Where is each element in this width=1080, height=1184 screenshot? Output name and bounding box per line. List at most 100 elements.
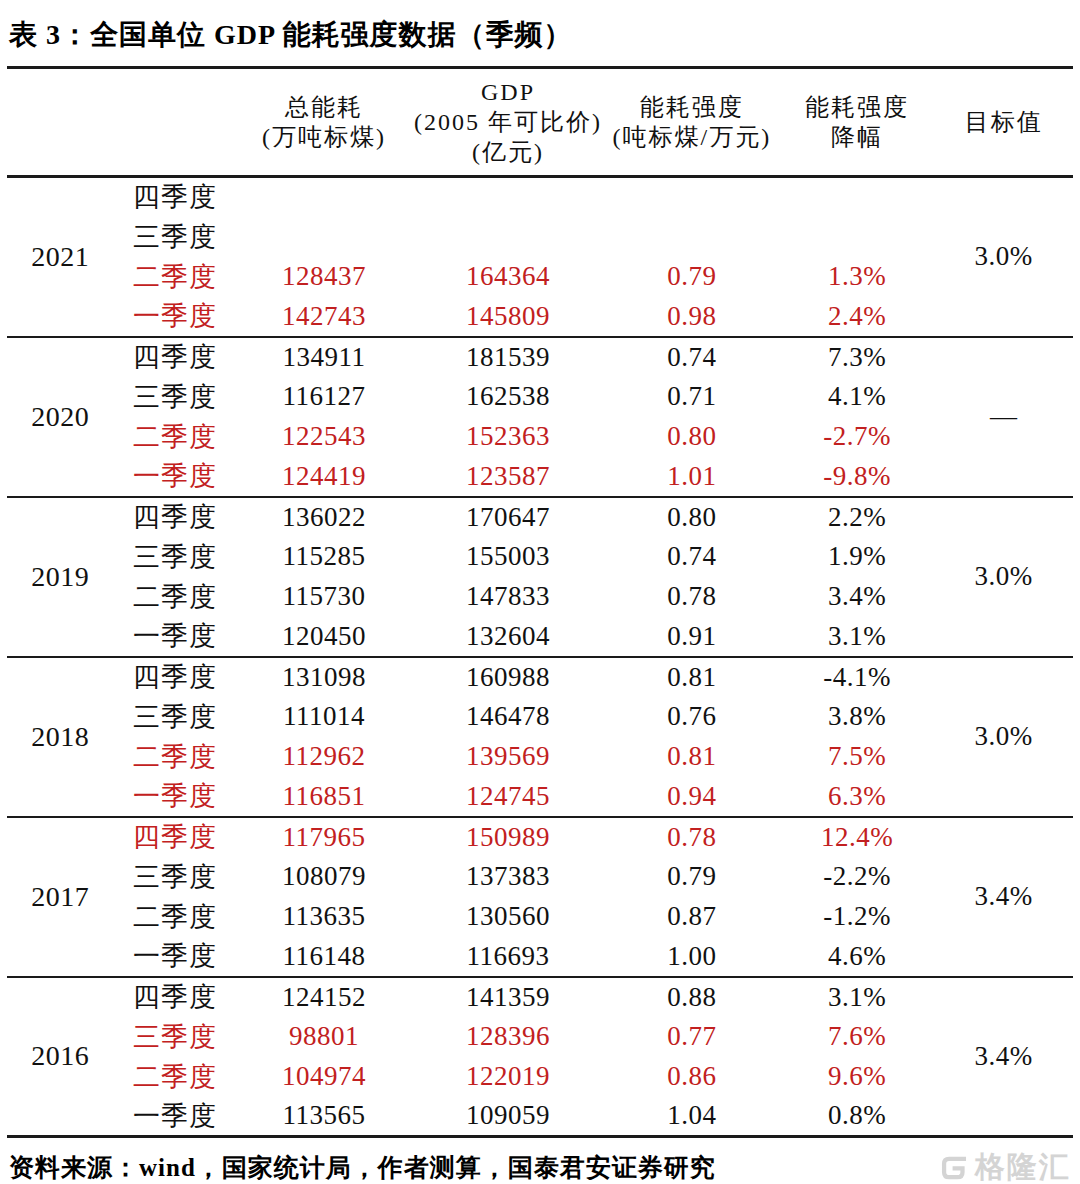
gdp-value: 139569 xyxy=(412,737,604,777)
intensity-value: 0.87 xyxy=(604,897,780,937)
energy-value: 120450 xyxy=(236,617,412,657)
target-value: — xyxy=(934,337,1073,497)
gdp-value: 155003 xyxy=(412,537,604,577)
table-row: 二季度1136351305600.87-1.2% xyxy=(7,897,1073,937)
col-header-line: 目标值 xyxy=(934,107,1073,137)
intensity-value: 1.04 xyxy=(604,1097,780,1137)
energy-value: 113565 xyxy=(236,1097,412,1137)
intensity-value: 0.74 xyxy=(604,537,780,577)
col-header-year xyxy=(7,68,114,177)
gdp-value: 123587 xyxy=(412,457,604,497)
table-row: 2020四季度1349111815390.747.3%— xyxy=(7,337,1073,377)
energy-value: 108079 xyxy=(236,857,412,897)
quarter-value: 三季度 xyxy=(114,217,237,257)
intensity-value: 1.00 xyxy=(604,937,780,977)
col-header-line: (亿元) xyxy=(412,137,604,167)
col-header-line: (吨标煤/万元) xyxy=(604,122,780,152)
decline-value: 9.6% xyxy=(780,1057,935,1097)
table-row: 三季度1152851550030.741.9% xyxy=(7,537,1073,577)
energy-value xyxy=(236,217,412,257)
energy-value: 116127 xyxy=(236,377,412,417)
energy-value: 115285 xyxy=(236,537,412,577)
quarter-value: 一季度 xyxy=(114,1097,237,1137)
col-header-total-energy: 总能耗(万吨标煤) xyxy=(236,68,412,177)
energy-value: 113635 xyxy=(236,897,412,937)
gdp-value: 132604 xyxy=(412,617,604,657)
energy-value: 128437 xyxy=(236,257,412,297)
gdp-value: 141359 xyxy=(412,977,604,1017)
intensity-value: 0.98 xyxy=(604,297,780,337)
energy-value: 111014 xyxy=(236,697,412,737)
table-row: 2019四季度1360221706470.802.2%3.0% xyxy=(7,497,1073,537)
table-row: 三季度1161271625380.714.1% xyxy=(7,377,1073,417)
quarter-value: 二季度 xyxy=(114,897,237,937)
energy-value: 98801 xyxy=(236,1017,412,1057)
quarter-value: 三季度 xyxy=(114,1017,237,1057)
gdp-value xyxy=(412,177,604,217)
year-section-2017: 2017四季度1179651509890.7812.4%3.4%三季度10807… xyxy=(7,817,1073,977)
col-header-line: 降幅 xyxy=(780,122,935,152)
year-label: 2021 xyxy=(7,177,114,337)
decline-value: 7.3% xyxy=(780,337,935,377)
table-row: 一季度1135651090591.040.8% xyxy=(7,1097,1073,1137)
quarter-value: 一季度 xyxy=(114,297,237,337)
target-value: 3.4% xyxy=(934,817,1073,977)
intensity-value: 0.79 xyxy=(604,857,780,897)
intensity-value: 0.76 xyxy=(604,697,780,737)
intensity-value xyxy=(604,177,780,217)
energy-value: 116851 xyxy=(236,777,412,817)
decline-value xyxy=(780,217,935,257)
intensity-value: 0.74 xyxy=(604,337,780,377)
gdp-value: 162538 xyxy=(412,377,604,417)
quarter-value: 四季度 xyxy=(114,817,237,857)
decline-value: 2.4% xyxy=(780,297,935,337)
intensity-value: 0.80 xyxy=(604,497,780,537)
decline-value: 4.6% xyxy=(780,937,935,977)
gdp-value: 164364 xyxy=(412,257,604,297)
decline-value: -2.7% xyxy=(780,417,935,457)
quarter-value: 一季度 xyxy=(114,457,237,497)
quarter-value: 三季度 xyxy=(114,537,237,577)
gelonghui-logo-text: 格隆汇 xyxy=(975,1147,1071,1184)
gdp-value: 170647 xyxy=(412,497,604,537)
decline-value: 7.6% xyxy=(780,1017,935,1057)
table-row: 二季度1157301478330.783.4% xyxy=(7,577,1073,617)
year-section-2016: 2016四季度1241521413590.883.1%3.4%三季度988011… xyxy=(7,977,1073,1137)
table-header-row: 总能耗(万吨标煤)GDP(2005 年可比价)(亿元)能耗强度(吨标煤/万元)能… xyxy=(7,68,1073,177)
decline-value: -9.8% xyxy=(780,457,935,497)
quarter-value: 二季度 xyxy=(114,737,237,777)
intensity-value: 0.88 xyxy=(604,977,780,1017)
col-header-intensity-decline: 能耗强度降幅 xyxy=(780,68,935,177)
energy-value: 142743 xyxy=(236,297,412,337)
energy-value: 124419 xyxy=(236,457,412,497)
decline-value: -4.1% xyxy=(780,657,935,697)
year-section-2021: 2021四季度3.0%三季度二季度1284371643640.791.3%一季度… xyxy=(7,177,1073,337)
energy-value: 116148 xyxy=(236,937,412,977)
quarter-value: 四季度 xyxy=(114,497,237,537)
energy-value: 104974 xyxy=(236,1057,412,1097)
col-header-line: 总能耗 xyxy=(236,92,412,122)
energy-value: 131098 xyxy=(236,657,412,697)
col-header-line: 能耗强度 xyxy=(780,92,935,122)
gdp-value: 130560 xyxy=(412,897,604,937)
intensity-value: 0.79 xyxy=(604,257,780,297)
target-value: 3.0% xyxy=(934,657,1073,817)
intensity-value: 0.94 xyxy=(604,777,780,817)
energy-value: 117965 xyxy=(236,817,412,857)
energy-value: 122543 xyxy=(236,417,412,457)
quarter-value: 四季度 xyxy=(114,657,237,697)
data-source-note: 资料来源：wind，国家统计局，作者测算，国泰君安证券研究 xyxy=(9,1151,716,1184)
gdp-value: 116693 xyxy=(412,937,604,977)
gelonghui-watermark: 格隆汇 xyxy=(937,1147,1071,1184)
gdp-value: 122019 xyxy=(412,1057,604,1097)
table-row: 2016四季度1241521413590.883.1%3.4% xyxy=(7,977,1073,1017)
gdp-value: 150989 xyxy=(412,817,604,857)
decline-value: 3.8% xyxy=(780,697,935,737)
decline-value: -1.2% xyxy=(780,897,935,937)
decline-value: 3.4% xyxy=(780,577,935,617)
col-header-target: 目标值 xyxy=(934,68,1073,177)
quarter-value: 二季度 xyxy=(114,577,237,617)
decline-value: 3.1% xyxy=(780,977,935,1017)
gdp-value: 109059 xyxy=(412,1097,604,1137)
year-section-2019: 2019四季度1360221706470.802.2%3.0%三季度115285… xyxy=(7,497,1073,657)
